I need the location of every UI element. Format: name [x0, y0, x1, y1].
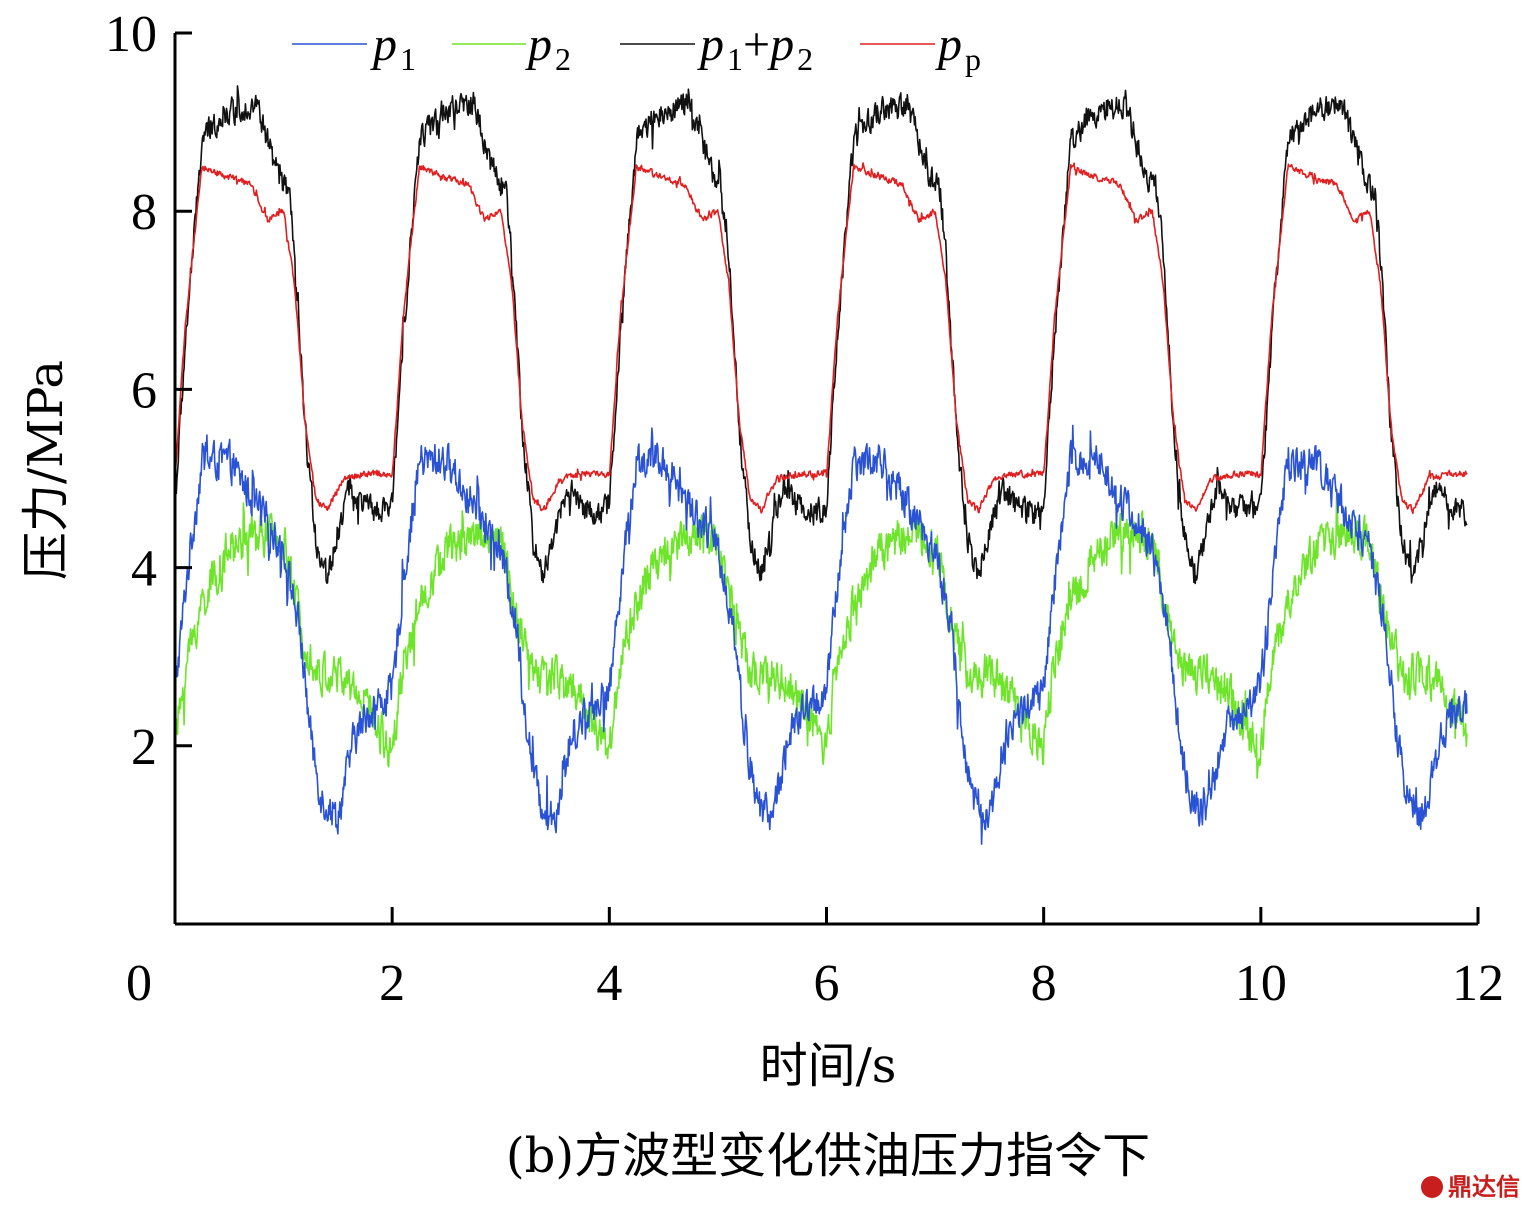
y-tick-label: 8: [131, 184, 157, 241]
series-line-p1: [174, 424, 1468, 845]
y-tick-label: 10: [105, 6, 157, 63]
x-tick-label: 10: [1235, 955, 1287, 1012]
y-tick-label: 6: [131, 362, 157, 419]
x-tick-label: 0: [126, 955, 152, 1012]
series-line-p1-plus-p2: [174, 85, 1468, 585]
legend-item-pp: pp: [860, 18, 981, 77]
legend-label-p1: p1: [370, 18, 416, 77]
x-tick-label: 6: [814, 955, 840, 1012]
series-line-pp: [174, 162, 1468, 515]
watermark-text: 鼎达信: [1448, 1173, 1520, 1201]
figure-caption: (b)方波型变化供油压力指令下: [506, 1128, 1150, 1184]
y-tick-label: 4: [131, 541, 157, 598]
watermark-logo: 鼎达信: [1421, 1173, 1520, 1201]
legend-item-p1-plus-p2: p1+p2: [620, 18, 813, 77]
series-layer: [174, 85, 1468, 845]
legend: p1 p2 p1+p2 pp: [292, 18, 981, 77]
legend-label-p2: p2: [525, 18, 571, 77]
x-tick-label: 12: [1452, 955, 1504, 1012]
series-line-p2: [174, 492, 1468, 779]
axes-layer: [173, 33, 1478, 926]
x-tick-label: 8: [1031, 955, 1057, 1012]
legend-item-p1: p1: [292, 18, 416, 77]
x-tick-label: 2: [379, 955, 405, 1012]
watermark-icon: [1421, 1176, 1443, 1198]
legend-label-p1-plus-p2: p1+p2: [697, 18, 813, 77]
legend-item-p2: p2: [452, 18, 571, 77]
x-axis-title: 时间/s: [760, 1038, 897, 1094]
y-tick-label: 2: [131, 719, 157, 776]
y-axis-title: 压力/MPa: [18, 360, 74, 580]
x-tick-label: 4: [596, 955, 622, 1012]
legend-label-pp: pp: [935, 18, 981, 77]
ticks-layer: 0 2 4 6 8 10 12 2 4 6 8 10: [105, 6, 1504, 1012]
